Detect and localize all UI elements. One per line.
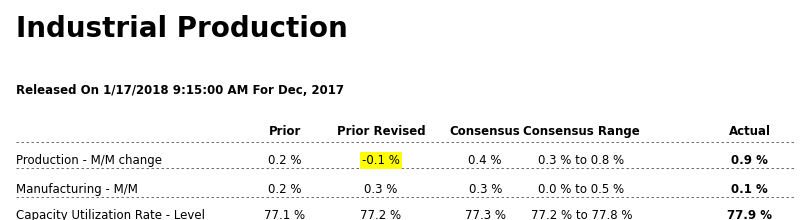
Text: 77.9 %: 77.9 % (727, 209, 772, 220)
Text: 0.3 %: 0.3 % (468, 183, 502, 196)
Text: Industrial Production: Industrial Production (16, 15, 348, 43)
Text: 0.4 %: 0.4 % (468, 154, 502, 167)
Text: 0.1 %: 0.1 % (731, 183, 768, 196)
Text: Prior: Prior (269, 125, 301, 138)
Text: 0.2 %: 0.2 % (268, 154, 302, 167)
Text: 77.1 %: 77.1 % (264, 209, 306, 220)
Text: Actual: Actual (729, 125, 771, 138)
Text: 0.0 % to 0.5 %: 0.0 % to 0.5 % (538, 183, 625, 196)
Text: Production - M/M change: Production - M/M change (16, 154, 162, 167)
Text: Consensus: Consensus (450, 125, 520, 138)
Text: 0.2 %: 0.2 % (268, 183, 302, 196)
Text: 77.2 % to 77.8 %: 77.2 % to 77.8 % (531, 209, 632, 220)
Text: Capacity Utilization Rate - Level: Capacity Utilization Rate - Level (16, 209, 205, 220)
Text: Consensus Range: Consensus Range (523, 125, 640, 138)
Text: 0.3 %: 0.3 % (364, 183, 398, 196)
Text: Prior Revised: Prior Revised (337, 125, 425, 138)
Text: -0.1 %: -0.1 % (362, 154, 400, 167)
Text: Released On 1/17/2018 9:15:00 AM For Dec, 2017: Released On 1/17/2018 9:15:00 AM For Dec… (16, 84, 344, 97)
Text: 0.9 %: 0.9 % (731, 154, 768, 167)
Text: 77.2 %: 77.2 % (360, 209, 402, 220)
Text: Manufacturing - M/M: Manufacturing - M/M (16, 183, 138, 196)
Text: 77.3 %: 77.3 % (464, 209, 506, 220)
Text: 0.3 % to 0.8 %: 0.3 % to 0.8 % (538, 154, 625, 167)
